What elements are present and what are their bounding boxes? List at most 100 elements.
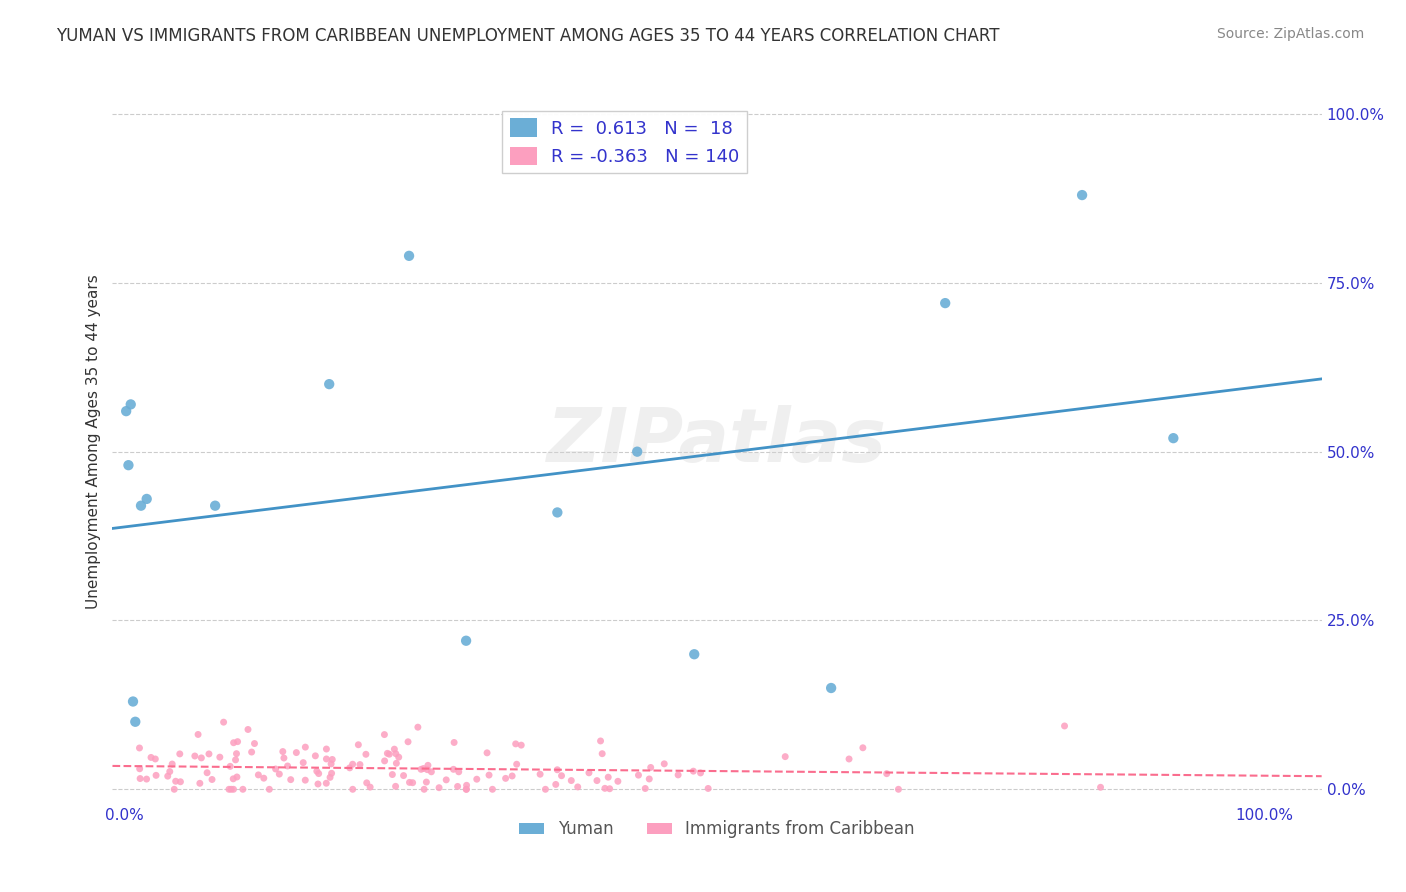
Point: [420, 764, 443, 779]
Point: [294, 773, 316, 788]
Point: [385, 756, 408, 771]
Point: [225, 753, 247, 767]
Point: [481, 782, 503, 797]
Point: [169, 747, 191, 761]
Text: Source: ZipAtlas.com: Source: ZipAtlas.com: [1216, 27, 1364, 41]
Point: [838, 752, 860, 766]
Point: [505, 737, 527, 751]
Point: [169, 774, 191, 789]
Point: [188, 776, 211, 790]
Point: [225, 747, 247, 761]
Point: [465, 772, 488, 787]
Legend: Yuman, Immigrants from Caribbean: Yuman, Immigrants from Caribbean: [513, 814, 921, 845]
Point: [1071, 188, 1094, 202]
Point: [550, 769, 572, 783]
Point: [204, 499, 226, 513]
Point: [259, 782, 281, 797]
Point: [412, 762, 434, 776]
Point: [381, 767, 404, 781]
Point: [195, 765, 218, 780]
Point: [117, 458, 139, 472]
Point: [201, 772, 224, 787]
Point: [456, 778, 478, 792]
Point: [546, 763, 568, 777]
Point: [544, 777, 567, 791]
Point: [124, 714, 146, 729]
Point: [652, 756, 675, 771]
Point: [159, 764, 181, 779]
Point: [339, 761, 361, 775]
Point: [593, 781, 616, 796]
Point: [184, 749, 207, 764]
Point: [187, 727, 209, 741]
Point: [501, 769, 523, 783]
Point: [129, 772, 152, 786]
Point: [198, 747, 221, 761]
Point: [305, 764, 328, 779]
Point: [1090, 780, 1112, 795]
Point: [218, 782, 240, 797]
Point: [253, 771, 276, 785]
Point: [396, 735, 419, 749]
Point: [319, 770, 342, 784]
Point: [163, 782, 186, 797]
Point: [280, 772, 302, 787]
Point: [277, 759, 299, 773]
Point: [382, 742, 405, 756]
Point: [377, 747, 399, 761]
Point: [456, 782, 478, 797]
Point: [388, 750, 411, 764]
Point: [347, 738, 370, 752]
Point: [222, 772, 245, 786]
Point: [356, 776, 378, 790]
Point: [1053, 719, 1076, 733]
Point: [478, 768, 501, 782]
Point: [446, 780, 468, 794]
Point: [304, 748, 326, 763]
Point: [128, 762, 150, 776]
Point: [145, 768, 167, 782]
Point: [591, 747, 613, 761]
Point: [219, 759, 242, 773]
Point: [143, 752, 166, 766]
Point: [434, 772, 457, 787]
Point: [820, 681, 842, 695]
Point: [626, 444, 648, 458]
Point: [212, 715, 235, 730]
Point: [208, 750, 231, 764]
Point: [222, 736, 245, 750]
Point: [354, 747, 377, 762]
Point: [683, 647, 706, 661]
Point: [190, 751, 212, 765]
Point: [505, 757, 527, 772]
Point: [321, 766, 343, 780]
Point: [271, 745, 294, 759]
Point: [122, 694, 145, 708]
Point: [240, 745, 263, 759]
Point: [443, 735, 465, 749]
Point: [308, 766, 330, 780]
Point: [129, 499, 152, 513]
Point: [128, 741, 150, 756]
Point: [456, 633, 478, 648]
Point: [599, 781, 621, 796]
Point: [773, 749, 796, 764]
Point: [319, 756, 342, 771]
Point: [135, 491, 157, 506]
Point: [385, 747, 408, 761]
Point: [392, 768, 415, 782]
Point: [315, 742, 337, 756]
Point: [586, 773, 609, 788]
Point: [294, 740, 316, 755]
Point: [321, 752, 343, 766]
Point: [475, 746, 498, 760]
Point: [219, 782, 242, 797]
Point: [236, 723, 259, 737]
Point: [589, 734, 612, 748]
Point: [264, 762, 287, 776]
Point: [409, 762, 432, 776]
Point: [292, 756, 315, 770]
Point: [443, 762, 465, 776]
Point: [934, 296, 956, 310]
Point: [510, 738, 533, 752]
